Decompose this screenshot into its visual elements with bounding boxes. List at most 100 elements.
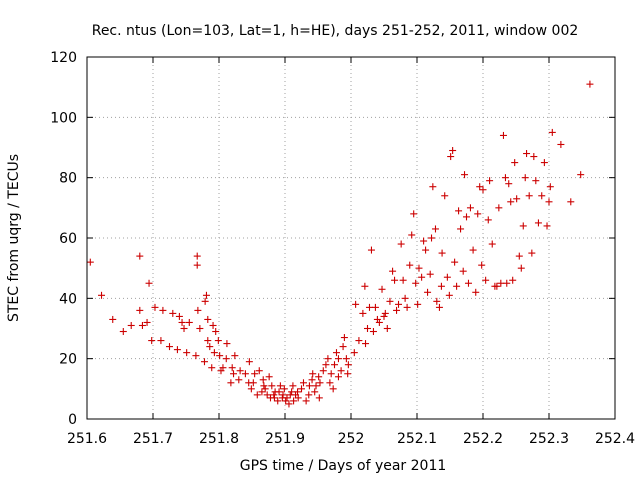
data-point (316, 379, 324, 387)
data-point (334, 355, 342, 363)
data-point (380, 312, 388, 320)
data-point (260, 382, 268, 390)
data-point (337, 367, 345, 375)
data-point (305, 391, 313, 399)
data-point (426, 270, 434, 278)
data-point (577, 171, 585, 179)
data-point (451, 258, 459, 266)
data-point (180, 325, 188, 332)
data-point (408, 231, 416, 239)
data-point (543, 222, 551, 230)
data-point (136, 306, 144, 314)
data-point (567, 198, 575, 206)
data-point (219, 364, 227, 372)
data-point (327, 370, 335, 378)
x-tick-label: 252.2 (463, 431, 503, 447)
data-point (258, 388, 266, 396)
data-point (236, 367, 244, 375)
y-tick-label: 100 (50, 110, 77, 126)
data-point (443, 273, 451, 281)
data-point (557, 140, 565, 148)
y-tick-label: 20 (59, 352, 77, 368)
y-axis-ticks: 0 20 40 60 80 100 120 (50, 50, 615, 428)
data-point (319, 367, 327, 375)
data-point (464, 279, 472, 287)
data-point (259, 376, 267, 384)
data-point (352, 300, 360, 308)
data-point (369, 328, 377, 336)
data-point (532, 177, 540, 185)
data-point (415, 264, 423, 272)
x-tick-label: 251.6 (67, 431, 107, 447)
data-point (208, 364, 216, 372)
data-point (270, 394, 278, 402)
data-point (548, 128, 556, 136)
data-point (499, 131, 507, 139)
data-point (214, 337, 222, 345)
data-point (241, 370, 249, 378)
data-point (367, 246, 375, 254)
data-point (127, 321, 135, 329)
data-point (329, 385, 337, 393)
data-point (399, 276, 407, 284)
data-point (109, 315, 117, 323)
data-point (359, 309, 367, 317)
y-tick-label: 80 (59, 171, 77, 187)
data-point (586, 80, 594, 88)
data-point (280, 385, 288, 393)
data-point (463, 213, 470, 221)
data-point (484, 216, 492, 224)
data-point (511, 159, 519, 167)
data-point (228, 364, 236, 372)
data-point (355, 337, 363, 345)
data-point (178, 318, 186, 326)
data-point (383, 325, 391, 332)
data-point (223, 340, 231, 348)
data-point (282, 397, 290, 405)
data-point (437, 282, 445, 290)
data-point (433, 297, 441, 305)
data-point (339, 343, 347, 351)
data-point (308, 376, 316, 384)
data-point (212, 328, 220, 336)
data-point (166, 343, 173, 351)
data-point (201, 297, 209, 305)
data-point (145, 279, 153, 287)
data-point (521, 174, 529, 182)
data-point (474, 210, 482, 218)
data-point (231, 352, 239, 360)
data-point (445, 291, 453, 299)
data-point (288, 388, 296, 396)
data-point (469, 246, 477, 254)
data-point (538, 192, 546, 200)
data-point (265, 373, 273, 381)
data-point (414, 300, 422, 308)
data-point (519, 222, 527, 230)
x-tick-label: 252 (338, 431, 365, 447)
data-point (326, 379, 334, 387)
data-point (497, 279, 505, 287)
data-point (397, 240, 405, 248)
y-axis-label: STEC from uqrg / TECUs (6, 154, 22, 322)
data-point (253, 391, 261, 399)
data-point (222, 355, 230, 363)
data-point (249, 379, 257, 387)
data-point (138, 321, 146, 329)
data-point (361, 282, 369, 290)
data-point (482, 276, 490, 284)
data-point (98, 291, 106, 299)
data-point (159, 306, 167, 314)
data-point (247, 385, 255, 393)
data-point (365, 303, 373, 311)
data-point (340, 334, 348, 342)
data-point (350, 349, 358, 357)
data-point (312, 382, 320, 390)
data-point (466, 204, 474, 212)
data-point (493, 282, 501, 290)
data-point (289, 382, 297, 390)
data-point (488, 240, 496, 248)
data-point (389, 267, 397, 275)
data-point (193, 261, 201, 269)
data-point (175, 312, 183, 320)
data-point (449, 147, 457, 155)
